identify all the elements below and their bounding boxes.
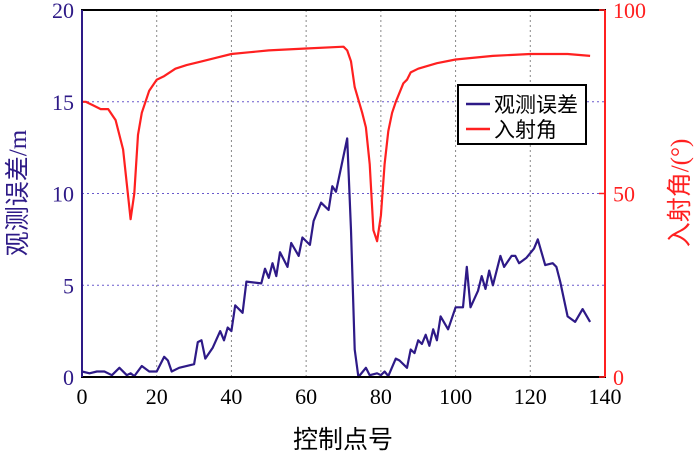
x-tick-label: 140 <box>589 384 622 409</box>
series-line-error <box>81 137 592 379</box>
left-tick-label: 0 <box>63 365 74 390</box>
right-tick-label: 0 <box>613 365 624 390</box>
left-tick-label: 10 <box>52 182 74 207</box>
series-lines <box>81 45 592 379</box>
x-tick-label: 20 <box>146 384 168 409</box>
x-tick-label: 80 <box>370 384 392 409</box>
x-tick-label: 40 <box>220 384 242 409</box>
x-tick-label: 120 <box>514 384 547 409</box>
grid-lines <box>82 10 605 377</box>
legend-box <box>457 84 587 145</box>
legend: 观测误差 入射角 <box>457 84 587 145</box>
x-tick-label: 60 <box>295 384 317 409</box>
left-axis-label: 观测误差/m <box>4 129 32 256</box>
legend-label-error: 观测误差 <box>494 93 578 117</box>
left-tick-label: 20 <box>52 0 74 23</box>
x-axis-label: 控制点号 <box>293 426 393 454</box>
x-tick-label: 0 <box>77 384 88 409</box>
series-line-angle <box>82 45 591 243</box>
right-axis-label: 入射角/(°) <box>666 139 694 248</box>
right-tick-label: 100 <box>613 0 646 23</box>
legend-label-angle: 入射角 <box>494 118 557 142</box>
left-tick-label: 5 <box>63 273 74 298</box>
x-tick-label: 100 <box>439 384 472 409</box>
right-tick-label: 50 <box>613 182 635 207</box>
left-tick-label: 15 <box>52 90 74 115</box>
